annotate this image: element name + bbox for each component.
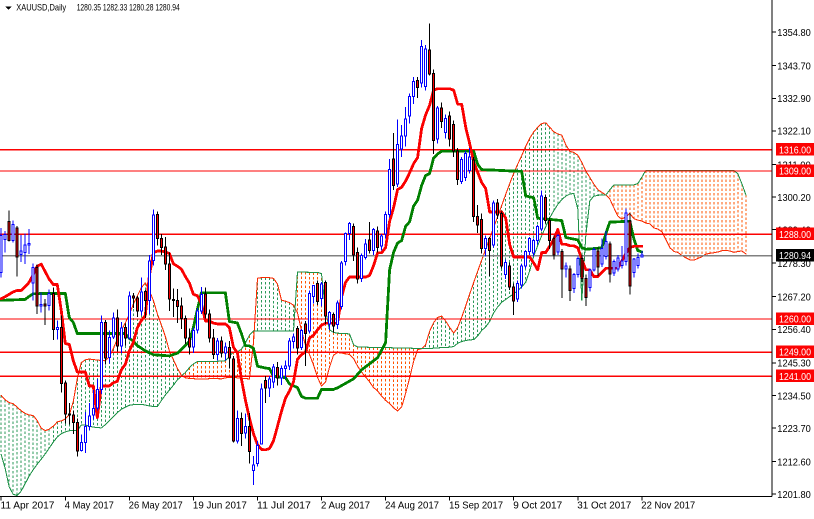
svg-text:1343.70: 1343.70 xyxy=(777,62,811,73)
svg-text:15 Sep 2017: 15 Sep 2017 xyxy=(449,501,503,512)
svg-text:XAUUSD,Daily: XAUUSD,Daily xyxy=(16,3,66,14)
svg-text:11 Apr 2017: 11 Apr 2017 xyxy=(1,501,55,512)
svg-text:1260.00: 1260.00 xyxy=(779,315,811,326)
svg-text:1280.94: 1280.94 xyxy=(779,251,811,262)
svg-text:1288.00: 1288.00 xyxy=(779,230,811,241)
svg-text:1212.60: 1212.60 xyxy=(777,457,811,468)
svg-text:4 May 2017: 4 May 2017 xyxy=(65,501,114,512)
svg-text:2 Aug 2017: 2 Aug 2017 xyxy=(321,501,370,512)
svg-text:1245.30: 1245.30 xyxy=(777,359,811,370)
svg-text:1256.40: 1256.40 xyxy=(777,325,811,336)
svg-text:1201.80: 1201.80 xyxy=(777,490,811,501)
svg-text:9 Oct 2017: 9 Oct 2017 xyxy=(513,501,562,512)
svg-text:19 Jun 2017: 19 Jun 2017 xyxy=(193,501,247,512)
svg-text:26 May 2017: 26 May 2017 xyxy=(129,501,183,512)
svg-text:24 Aug 2017: 24 Aug 2017 xyxy=(385,501,439,512)
svg-text:1241.00: 1241.00 xyxy=(779,372,811,383)
svg-text:1280.35 1282.33 1280.28 1280.9: 1280.35 1282.33 1280.28 1280.94 xyxy=(77,3,180,14)
svg-text:22 Nov 2017: 22 Nov 2017 xyxy=(641,501,695,512)
svg-text:11 Jul 2017: 11 Jul 2017 xyxy=(257,501,311,512)
svg-text:1278.30: 1278.30 xyxy=(777,259,811,270)
svg-text:1249.00: 1249.00 xyxy=(779,348,811,359)
svg-text:31 Oct 2017: 31 Oct 2017 xyxy=(577,501,631,512)
svg-text:1267.20: 1267.20 xyxy=(777,293,811,304)
svg-text:1322.10: 1322.10 xyxy=(777,127,811,138)
svg-text:1332.90: 1332.90 xyxy=(777,94,811,105)
svg-text:1223.70: 1223.70 xyxy=(777,424,811,435)
svg-text:1316.00: 1316.00 xyxy=(779,145,811,156)
svg-text:1354.80: 1354.80 xyxy=(777,28,811,39)
svg-text:1309.00: 1309.00 xyxy=(779,167,811,178)
svg-text:1234.50: 1234.50 xyxy=(777,391,811,402)
svg-text:1300.20: 1300.20 xyxy=(777,193,811,204)
